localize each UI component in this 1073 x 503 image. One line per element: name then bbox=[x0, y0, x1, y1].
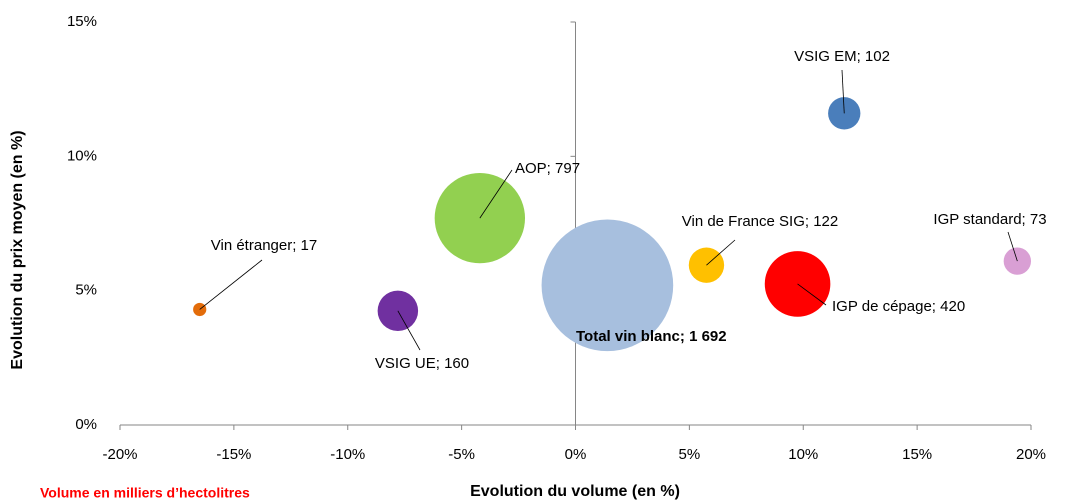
leader-line bbox=[479, 169, 513, 219]
x-tick-label: -5% bbox=[448, 446, 475, 463]
leader-line bbox=[706, 239, 736, 266]
x-tick-label: 20% bbox=[1016, 446, 1046, 463]
data-label: VSIG EM; 102 bbox=[794, 48, 890, 65]
leader-line bbox=[797, 283, 827, 306]
bubble bbox=[541, 219, 674, 352]
data-label: AOP; 797 bbox=[515, 160, 580, 177]
leader-line bbox=[1007, 231, 1018, 262]
x-tick-label: 15% bbox=[902, 446, 932, 463]
x-tick-label: 10% bbox=[788, 446, 818, 463]
x-tick-label: 0% bbox=[565, 446, 587, 463]
data-label: Vin étranger; 17 bbox=[211, 237, 317, 254]
x-tick-label: 5% bbox=[679, 446, 701, 463]
bubble bbox=[377, 290, 419, 332]
leader-line bbox=[199, 259, 263, 310]
y-axis-title: Evolution du prix moyen (en %) bbox=[9, 130, 26, 369]
y-tick-label: 10% bbox=[67, 147, 97, 164]
x-tick-label: -10% bbox=[330, 446, 365, 463]
x-axis-title: Evolution du volume (en %) bbox=[470, 483, 680, 500]
data-label: Vin de France SIG; 122 bbox=[682, 213, 838, 230]
y-tick-label: 0% bbox=[75, 416, 97, 433]
leader-line bbox=[841, 69, 845, 114]
data-label: VSIG UE; 160 bbox=[375, 355, 469, 372]
data-label: IGP de cépage; 420 bbox=[832, 298, 965, 315]
y-tick-label: 5% bbox=[75, 282, 97, 299]
size-note: Volume en milliers d’hectolitres bbox=[40, 485, 250, 501]
x-tick-label: -20% bbox=[102, 446, 137, 463]
data-label: IGP standard; 73 bbox=[933, 211, 1046, 228]
x-tick-label: -15% bbox=[216, 446, 251, 463]
data-label: Total vin blanc; 1 692 bbox=[576, 328, 727, 345]
leader-line bbox=[397, 310, 421, 351]
y-tick-label: 15% bbox=[67, 13, 97, 30]
